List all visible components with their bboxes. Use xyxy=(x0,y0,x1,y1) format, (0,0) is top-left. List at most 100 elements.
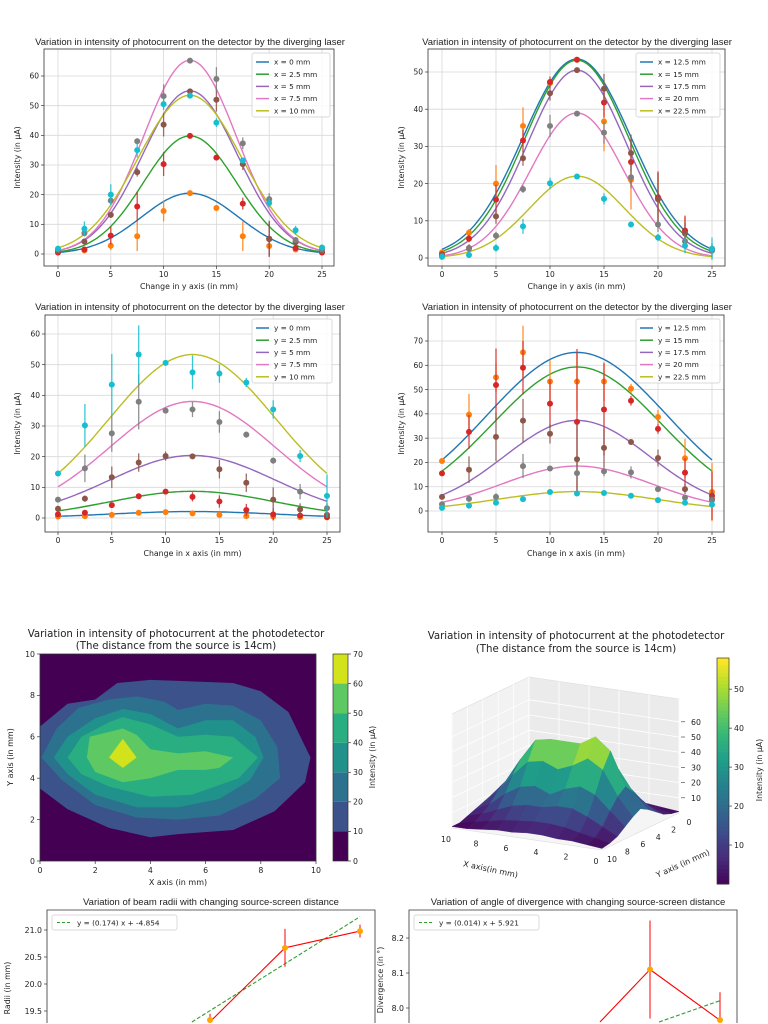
colorbar-segment xyxy=(717,759,729,764)
gaussian-chart-1: Variation in intensity of photocurrent o… xyxy=(13,37,345,291)
plot-frame xyxy=(39,653,317,862)
data-point xyxy=(574,173,580,180)
data-point xyxy=(239,200,246,207)
colorbar-label: Intensity (in µA) xyxy=(368,726,377,788)
y-tick-label: 20 xyxy=(413,179,423,188)
x-tick-label: 15 xyxy=(599,536,609,545)
data-point xyxy=(55,496,61,503)
z-tick-label: 30 xyxy=(691,763,701,772)
data-point xyxy=(628,385,634,392)
x-tick-label: 6 xyxy=(504,844,509,853)
fit-curve-4 xyxy=(57,400,328,488)
legend-label: y = 10 mm xyxy=(274,372,315,381)
y-tick-label: 8.1 xyxy=(392,969,404,978)
data-point xyxy=(547,79,553,86)
z-tick-label: 40 xyxy=(691,748,701,757)
x-tick-label: 8 xyxy=(474,839,479,848)
colorbar-segment xyxy=(717,801,729,806)
y-tick-label: 8.2 xyxy=(392,934,404,943)
data-point xyxy=(239,140,246,147)
data-point xyxy=(282,944,288,951)
y-tick-label: 21.0 xyxy=(25,926,42,935)
data-point xyxy=(682,242,688,249)
colorbar-segment xyxy=(717,665,729,670)
data-point xyxy=(107,242,114,249)
x-tick-label: 0 xyxy=(38,866,43,875)
y-tick-label: 30 xyxy=(413,434,423,443)
data-point xyxy=(682,499,688,506)
x-tick-label: 4 xyxy=(534,848,539,857)
data-point xyxy=(520,463,526,470)
data-point xyxy=(574,56,580,63)
grid-line xyxy=(451,729,530,768)
colorbar-segment xyxy=(717,797,729,802)
surface-patch xyxy=(586,837,611,849)
colorbar-segment xyxy=(717,827,729,832)
measured-line-segment xyxy=(209,947,286,1023)
data-point xyxy=(655,486,661,493)
colorbar-tick-label: 40 xyxy=(353,739,363,748)
x-tick-label: 25 xyxy=(707,270,717,279)
data-point xyxy=(160,207,167,214)
data-point xyxy=(108,511,115,518)
colorbar-segment xyxy=(717,691,729,697)
data-point xyxy=(601,490,607,497)
colorbar-tick-label: 30 xyxy=(734,763,744,772)
data-point xyxy=(297,488,304,495)
data-point xyxy=(216,370,223,377)
data-point xyxy=(107,211,114,218)
data-point xyxy=(682,230,688,237)
y-tick-label: 50 xyxy=(413,68,423,77)
x-axis-label: Change in y axis (in mm) xyxy=(528,282,626,291)
y-tick-label: 70 xyxy=(413,337,423,346)
colorbar-band xyxy=(333,742,348,773)
colorbar-segment xyxy=(717,733,729,738)
y-tick-label: 0 xyxy=(687,818,692,827)
colorbar-segment xyxy=(717,804,729,810)
y-tick-label: 40 xyxy=(30,391,40,400)
data-point xyxy=(135,459,142,466)
data-point xyxy=(107,232,114,239)
data-point xyxy=(160,93,167,100)
gaussian-chart-2: Variation in intensity of photocurrent o… xyxy=(397,37,732,291)
plot-frame xyxy=(408,909,738,1023)
y-tick-label: 10 xyxy=(413,482,423,491)
y-axis-label: Intensity (in µA) xyxy=(13,392,22,454)
data-point xyxy=(520,417,526,424)
legend-label: x = 0 mm xyxy=(274,58,310,67)
data-point xyxy=(655,425,661,432)
data-point xyxy=(628,439,634,446)
data-point xyxy=(493,213,499,220)
x-axis-label: Change in y axis (in mm) xyxy=(140,282,238,291)
x-tick-label: 25 xyxy=(322,536,332,545)
x-tick-label: 2 xyxy=(564,853,569,862)
legend-box xyxy=(413,914,540,931)
x-tick-label: 5 xyxy=(109,536,114,545)
data-point xyxy=(189,369,196,376)
surface-chart: Variation in intensity of photocurrent a… xyxy=(428,631,764,885)
legend-label: y = (0.014) x + 5.921 xyxy=(439,918,519,927)
measured-line-segment xyxy=(599,969,651,1023)
fit-curve-5 xyxy=(57,353,328,475)
grid-line xyxy=(451,714,530,753)
colorbar-band xyxy=(333,772,348,802)
x-tick-label: 10 xyxy=(161,536,171,545)
data-point xyxy=(466,245,472,252)
legend-label: x = 7.5 mm xyxy=(274,94,317,103)
x-tick-label: 10 xyxy=(545,536,555,545)
colorbar-segment xyxy=(717,714,729,719)
colorbar-segment xyxy=(717,876,729,881)
colorbar-segment xyxy=(717,835,729,840)
x-tick-label: 0 xyxy=(56,270,61,279)
data-point xyxy=(520,364,526,371)
data-point xyxy=(243,479,250,486)
data-point xyxy=(187,190,193,197)
data-point xyxy=(108,474,115,481)
data-point xyxy=(547,465,553,472)
data-point xyxy=(189,493,196,500)
colorbar-segment xyxy=(717,865,729,870)
colorbar-tick-label: 60 xyxy=(353,679,363,688)
legend-label: x = 2.5 mm xyxy=(274,70,317,79)
colorbar-segment xyxy=(717,812,729,817)
x-tick-label: 20 xyxy=(653,536,663,545)
